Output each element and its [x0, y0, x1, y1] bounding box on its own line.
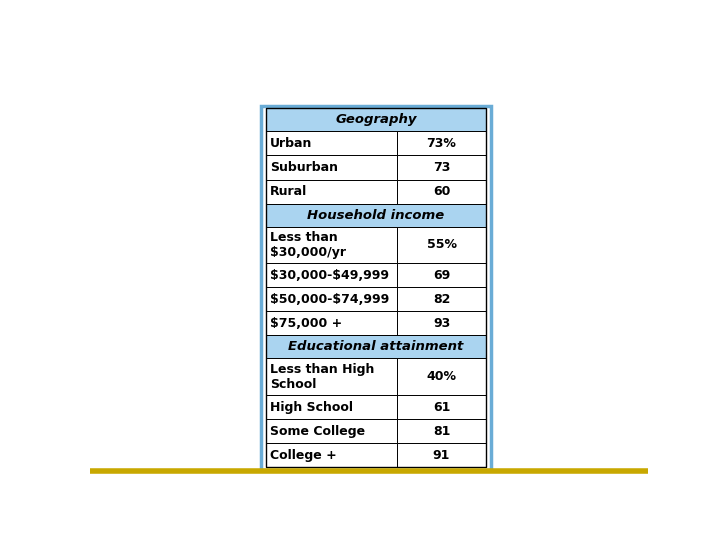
Bar	[397, 443, 486, 467]
Bar	[397, 131, 486, 156]
Text: Rural: Rural	[270, 185, 307, 198]
Bar	[266, 312, 397, 335]
Text: Some College: Some College	[270, 424, 365, 437]
Text: 82: 82	[433, 293, 450, 306]
Text: High School: High School	[270, 401, 354, 414]
Bar	[397, 287, 486, 312]
Bar	[266, 263, 397, 287]
Bar	[261, 106, 490, 470]
Bar	[397, 180, 486, 204]
Bar	[266, 335, 486, 359]
Text: \$30,000-\$49,999: \$30,000-\$49,999	[270, 269, 390, 282]
Bar	[397, 156, 486, 180]
Text: Less than
\$30,000/yr: Less than \$30,000/yr	[270, 231, 346, 259]
Text: 91: 91	[433, 449, 450, 462]
Text: 73%: 73%	[427, 137, 456, 150]
Bar	[397, 312, 486, 335]
Bar	[266, 359, 397, 395]
Text: College +: College +	[270, 449, 337, 462]
Bar	[266, 109, 486, 131]
Bar	[266, 180, 397, 204]
Text: \$75,000 +: \$75,000 +	[270, 317, 343, 330]
Bar	[397, 395, 486, 419]
Bar	[266, 443, 397, 467]
Text: \$50,000-\$74,999: \$50,000-\$74,999	[270, 293, 390, 306]
Bar	[266, 131, 397, 156]
Bar	[397, 359, 486, 395]
Text: Less than High
School: Less than High School	[270, 363, 374, 390]
Bar	[397, 227, 486, 263]
Text: 60: 60	[433, 185, 450, 198]
Bar	[266, 156, 397, 180]
Text: Urban: Urban	[270, 137, 312, 150]
Text: 40%: 40%	[426, 370, 456, 383]
Bar	[266, 287, 397, 312]
Text: 81: 81	[433, 424, 450, 437]
Bar	[266, 227, 397, 263]
Text: 73: 73	[433, 161, 450, 174]
Bar	[266, 204, 486, 227]
Text: 69: 69	[433, 269, 450, 282]
Bar	[266, 419, 397, 443]
Bar	[266, 109, 486, 467]
Text: 61: 61	[433, 401, 450, 414]
Text: Geography: Geography	[336, 113, 417, 126]
Text: 55%: 55%	[426, 238, 456, 251]
Bar	[397, 419, 486, 443]
Text: Educational attainment: Educational attainment	[288, 340, 464, 353]
Text: 93: 93	[433, 317, 450, 330]
Text: Suburban: Suburban	[270, 161, 338, 174]
Text: Household income: Household income	[307, 208, 444, 221]
Bar	[266, 395, 397, 419]
Bar	[397, 263, 486, 287]
